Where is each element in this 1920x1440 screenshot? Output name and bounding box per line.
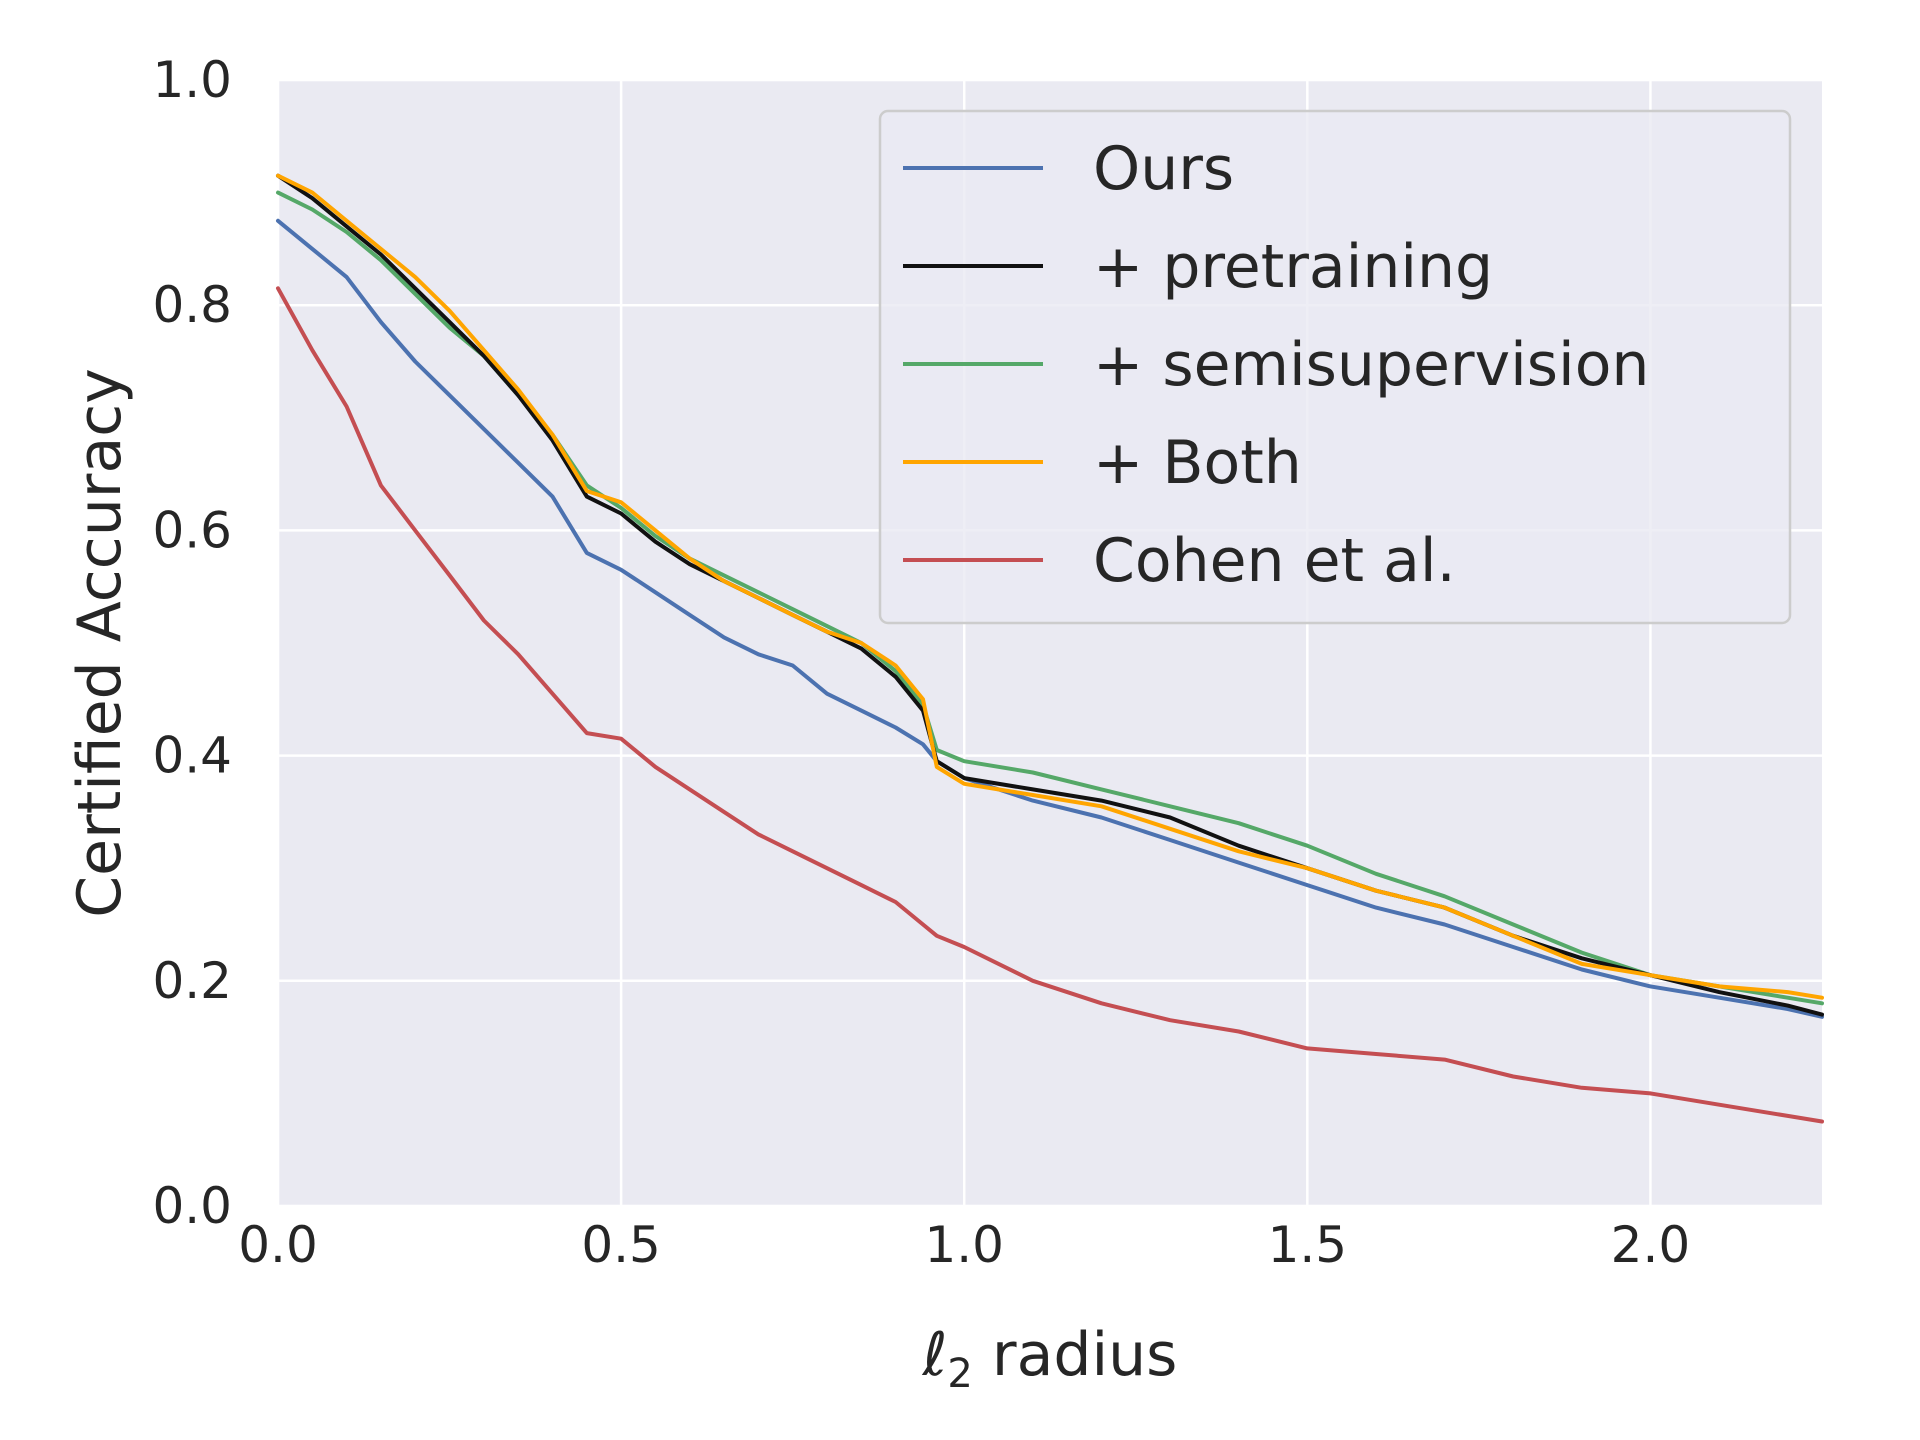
x-tick-label: 0.0 xyxy=(238,1216,318,1274)
y-tick-label: 0.0 xyxy=(152,1177,232,1235)
x-tick-label: 1.0 xyxy=(924,1216,1004,1274)
legend-label-ours: Ours xyxy=(1093,134,1234,204)
y-tick-label: 0.8 xyxy=(152,276,232,334)
legend-label-both: + Both xyxy=(1093,428,1302,498)
x-axis-label-subscript: 2 xyxy=(947,1351,972,1397)
y-tick-label: 0.6 xyxy=(152,501,232,559)
x-tick-label: 1.5 xyxy=(1268,1216,1348,1274)
x-axis-label: ℓ2 radius xyxy=(922,1320,1178,1397)
series-line-both xyxy=(276,173,1824,1000)
legend-frame xyxy=(878,109,1792,625)
legend-label-cohen-et-al: Cohen et al. xyxy=(1093,526,1456,596)
x-axis-label-ell: ℓ xyxy=(922,1320,948,1390)
x-tick-label: 0.5 xyxy=(581,1216,661,1274)
series-lines xyxy=(276,173,1824,1124)
series-line-cohen-et-al xyxy=(276,286,1824,1124)
y-tick-label: 0.2 xyxy=(152,952,232,1010)
legend-label-semisupervision: + semisupervision xyxy=(1093,330,1649,400)
x-axis-label-text: radius xyxy=(973,1320,1178,1390)
legend: Ours + pretraining + semisupervision + B… xyxy=(878,109,1792,625)
y-axis-label: Certified Accuracy xyxy=(65,368,135,917)
y-tick-label: 0.4 xyxy=(152,727,232,785)
x-tick-label: 2.0 xyxy=(1611,1216,1691,1274)
y-tick-labels: 0.0 0.2 0.4 0.6 0.8 1.0 xyxy=(152,51,232,1235)
y-tick-label: 1.0 xyxy=(152,51,232,109)
legend-label-pretraining: + pretraining xyxy=(1093,232,1493,302)
x-tick-labels: 0.0 0.5 1.0 1.5 2.0 xyxy=(238,1216,1690,1274)
series-line-ours xyxy=(276,218,1824,1019)
